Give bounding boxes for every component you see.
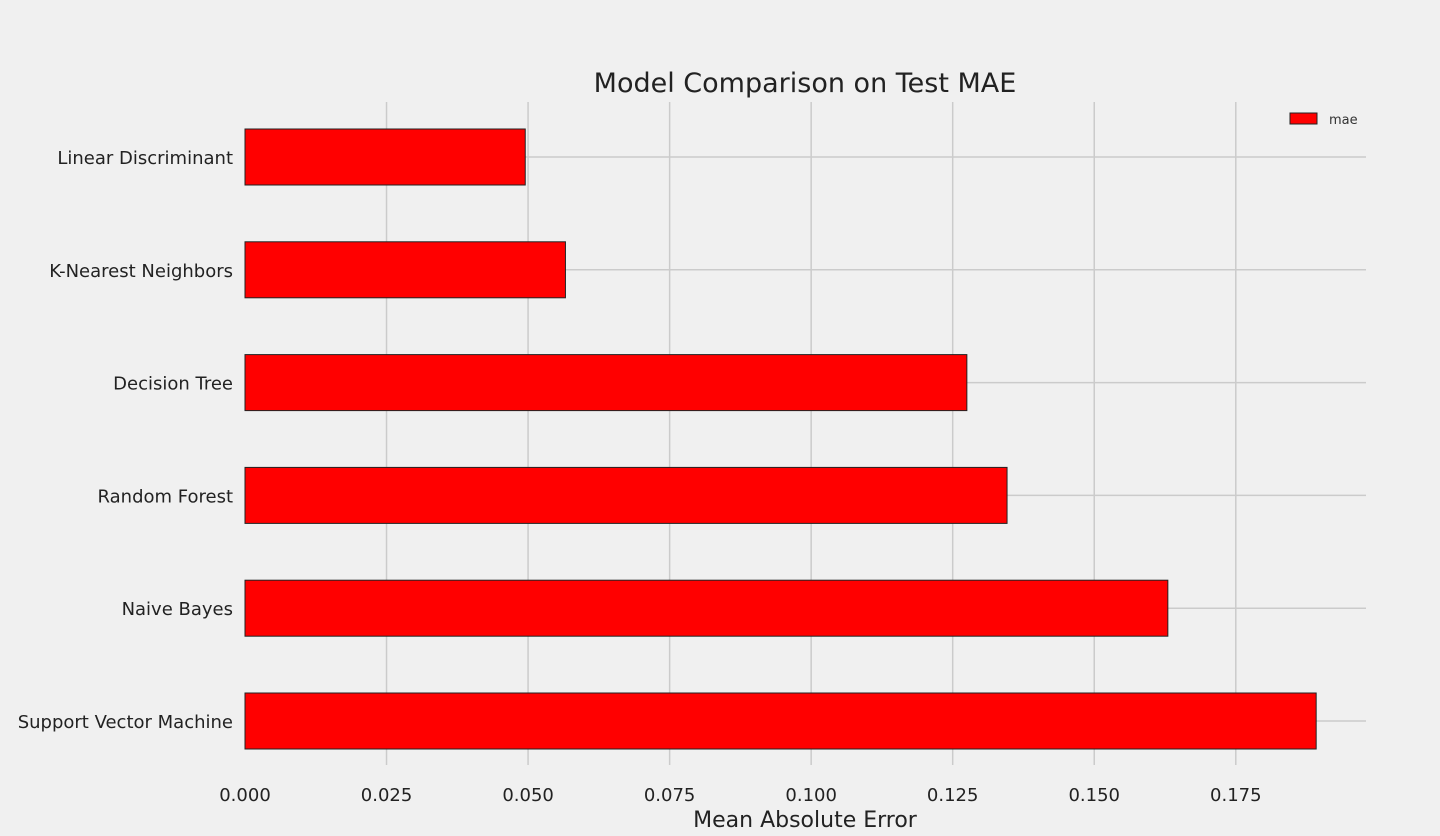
x-tick-label: 0.175 xyxy=(1210,785,1262,806)
y-tick-label: Naive Bayes xyxy=(122,599,233,620)
x-tick-label: 0.000 xyxy=(219,785,271,806)
legend: mae xyxy=(1289,112,1358,128)
x-tick-labels: 0.000 0.025 0.050 0.075 0.100 0.125 0.150 0.175 xyxy=(219,785,1261,806)
y-tick-labels: Linear Discriminant K-Nearest Neighbors De… xyxy=(18,148,233,733)
x-tick-label: 0.100 xyxy=(785,785,837,806)
x-tick-label: 0.075 xyxy=(644,785,696,806)
x-tick-label: 0.125 xyxy=(927,785,979,806)
bar-naive-bayes xyxy=(244,579,1169,637)
x-tick-label: 0.150 xyxy=(1068,785,1120,806)
y-tick-label: Linear Discriminant xyxy=(57,148,233,169)
legend-swatch-mae xyxy=(1289,112,1318,125)
bar-linear-discriminant xyxy=(244,128,526,186)
x-tick-label: 0.025 xyxy=(361,785,413,806)
bar-series xyxy=(244,128,1317,750)
bar-k-nearest-neighbors xyxy=(244,241,566,299)
legend-label-mae: mae xyxy=(1329,113,1358,128)
bar-support-vector-machine xyxy=(244,692,1317,750)
x-tick-label: 0.050 xyxy=(502,785,554,806)
y-tick-label: K-Nearest Neighbors xyxy=(49,261,233,282)
x-axis-label: Mean Absolute Error xyxy=(693,808,918,833)
y-tick-label: Random Forest xyxy=(98,486,233,507)
bar-random-forest xyxy=(244,466,1008,524)
bar-decision-tree xyxy=(244,354,968,412)
chart-title: Model Comparison on Test MAE xyxy=(594,68,1017,99)
y-tick-label: Support Vector Machine xyxy=(18,712,233,733)
x-gridlines xyxy=(385,102,1237,765)
y-tick-label: Decision Tree xyxy=(113,374,233,395)
